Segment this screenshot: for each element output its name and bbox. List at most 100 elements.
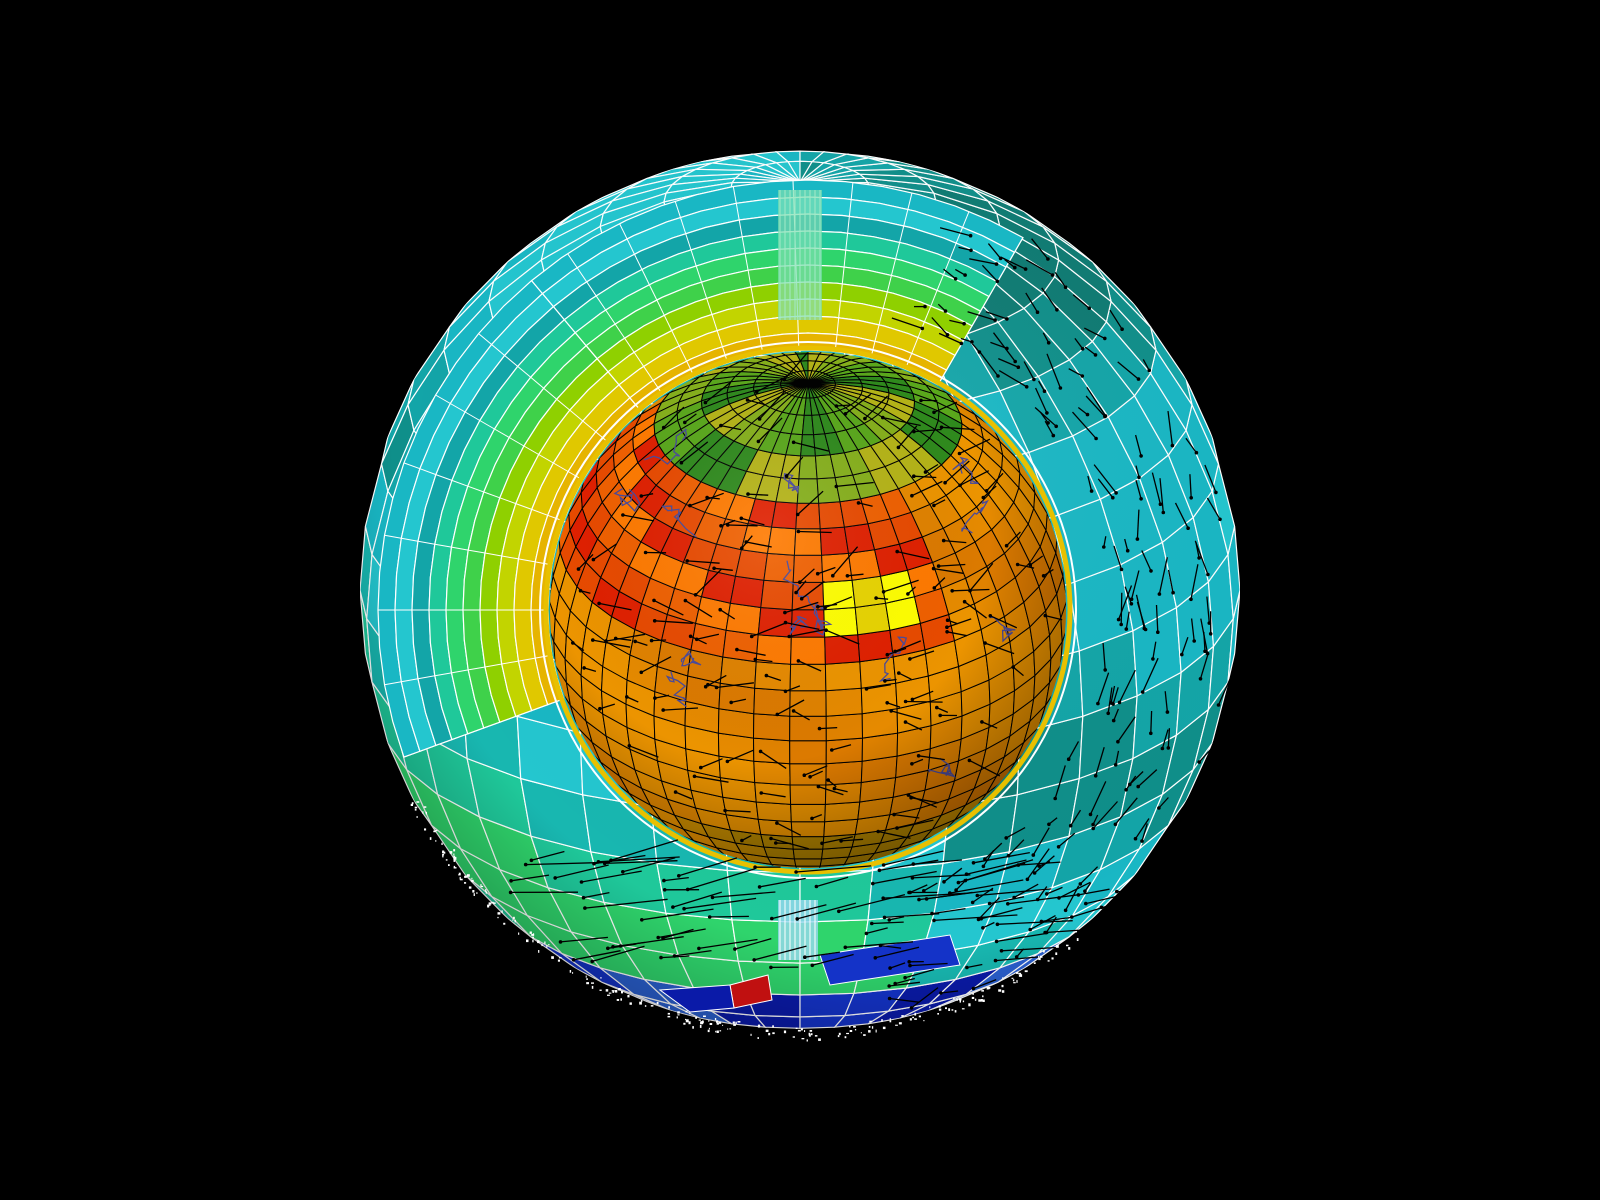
cutaway-grid-line [756, 320, 761, 338]
vector-arrow [866, 927, 888, 935]
vector-arrow-head [677, 874, 681, 878]
scatter-speck [644, 1005, 647, 1007]
vector-arrow-head [718, 607, 722, 612]
scatter-speck [971, 996, 975, 999]
vector-arrow-head [707, 915, 712, 919]
vector-arrow-head [579, 880, 584, 884]
vector-arrow-head [970, 340, 974, 344]
vector-arrow [771, 904, 827, 920]
vector-arrow-head [683, 420, 687, 425]
vector-arrow-head [1214, 490, 1218, 495]
vector-arrow-head [706, 682, 710, 687]
vector-arrow-head [910, 762, 914, 766]
vector-arrow-head [1111, 718, 1116, 723]
scatter-speck [1075, 931, 1077, 933]
cutaway-grid-line [980, 296, 990, 312]
vector-arrow-head [1005, 317, 1009, 321]
vector-arrow-head [1051, 433, 1056, 438]
scatter-speck [801, 1038, 805, 1040]
scatter-speck [1033, 962, 1036, 964]
vector-arrow [653, 599, 684, 616]
vector-arrow-head [769, 965, 773, 970]
vector-arrow [1116, 890, 1162, 893]
vector-arrow-head [1028, 927, 1032, 932]
vector-arrow-head [796, 659, 801, 663]
scatter-speck [541, 944, 543, 947]
vector-arrow [1115, 750, 1120, 765]
cutaway-grid-line [882, 291, 888, 309]
scatter-speck [1011, 977, 1014, 979]
vector-arrow [1095, 747, 1105, 776]
scatter-speck [453, 849, 456, 852]
vector-arrow [741, 535, 753, 549]
vector-arrow [786, 456, 804, 477]
vector-arrow-head [968, 233, 973, 238]
vector-arrow-head [1094, 436, 1098, 441]
vector-arrow-head [591, 638, 595, 642]
vector-arrow [725, 809, 751, 813]
cutaway-walls [377, 179, 1024, 1013]
cutaway-grid-line [586, 281, 597, 297]
vector-arrow-head [1102, 545, 1106, 549]
vector-arrow [1045, 614, 1063, 621]
vector-arrow-head [1043, 613, 1048, 618]
scatter-speck [616, 999, 620, 1001]
cutaway-grid-line [451, 733, 468, 741]
scatter-speck [898, 1022, 902, 1025]
vector-arrow-head [1096, 701, 1100, 706]
scatter-speck [699, 1024, 702, 1028]
scatter-speck [453, 855, 456, 858]
scatter-speck [453, 853, 455, 856]
vector-arrow-head [627, 744, 632, 748]
vector-arrow [1185, 437, 1197, 454]
scatter-artifacts [410, 801, 1079, 1042]
vector-arrow [959, 470, 990, 486]
vector-arrow-head [1136, 784, 1140, 789]
scatter-speck [491, 901, 494, 904]
scatter-speck [729, 1028, 732, 1030]
scatter-speck [959, 999, 961, 1003]
vector-arrow-head [994, 939, 999, 944]
cutaway-grid-line [576, 267, 588, 282]
vector-arrow-head [509, 879, 513, 883]
vector-arrow-head [903, 975, 907, 980]
scatter-speck [750, 1033, 752, 1036]
scatter-speck [1016, 980, 1018, 983]
vector-arrow-head [920, 326, 925, 331]
vector-arrow-head [893, 649, 897, 654]
vector-arrow [747, 493, 769, 496]
vector-arrow-head [1056, 845, 1061, 849]
vector-arrow-head [1047, 822, 1051, 827]
scatter-speck [998, 989, 1002, 992]
vector-arrow-head [783, 610, 787, 615]
cutaway-grid-line [648, 284, 658, 301]
cutaway-grid-line [556, 398, 571, 411]
vector-arrow [1107, 687, 1113, 714]
vector-arrow [831, 744, 852, 751]
scatter-speck [937, 1013, 939, 1015]
cutaway-grid-line [501, 660, 519, 665]
vector-arrow [941, 426, 975, 431]
cutaway-grid-line [674, 200, 681, 218]
cutaway-grid-line [874, 324, 880, 342]
scatter-speck [804, 1030, 806, 1032]
vector-arrow-head [956, 880, 961, 885]
scatter-speck [558, 957, 562, 959]
cutaway-grid-line [744, 253, 749, 271]
vector-arrow [996, 932, 1049, 943]
scatter-speck [692, 1026, 694, 1029]
vector-arrow [599, 703, 615, 710]
vector-arrow-head [798, 580, 802, 584]
vector-arrow [751, 621, 787, 638]
scatter-speck [709, 1023, 713, 1025]
scatter-speck [1019, 974, 1023, 977]
vector-arrow [944, 460, 970, 484]
vector-arrow [989, 896, 1025, 905]
vector-arrow-head [1198, 677, 1203, 681]
vector-arrow-head [710, 895, 715, 900]
vector-arrow [818, 785, 844, 796]
vector-arrow-head [791, 709, 796, 713]
vector-arrow [1204, 464, 1217, 493]
cutaway-grid-line [924, 305, 932, 322]
